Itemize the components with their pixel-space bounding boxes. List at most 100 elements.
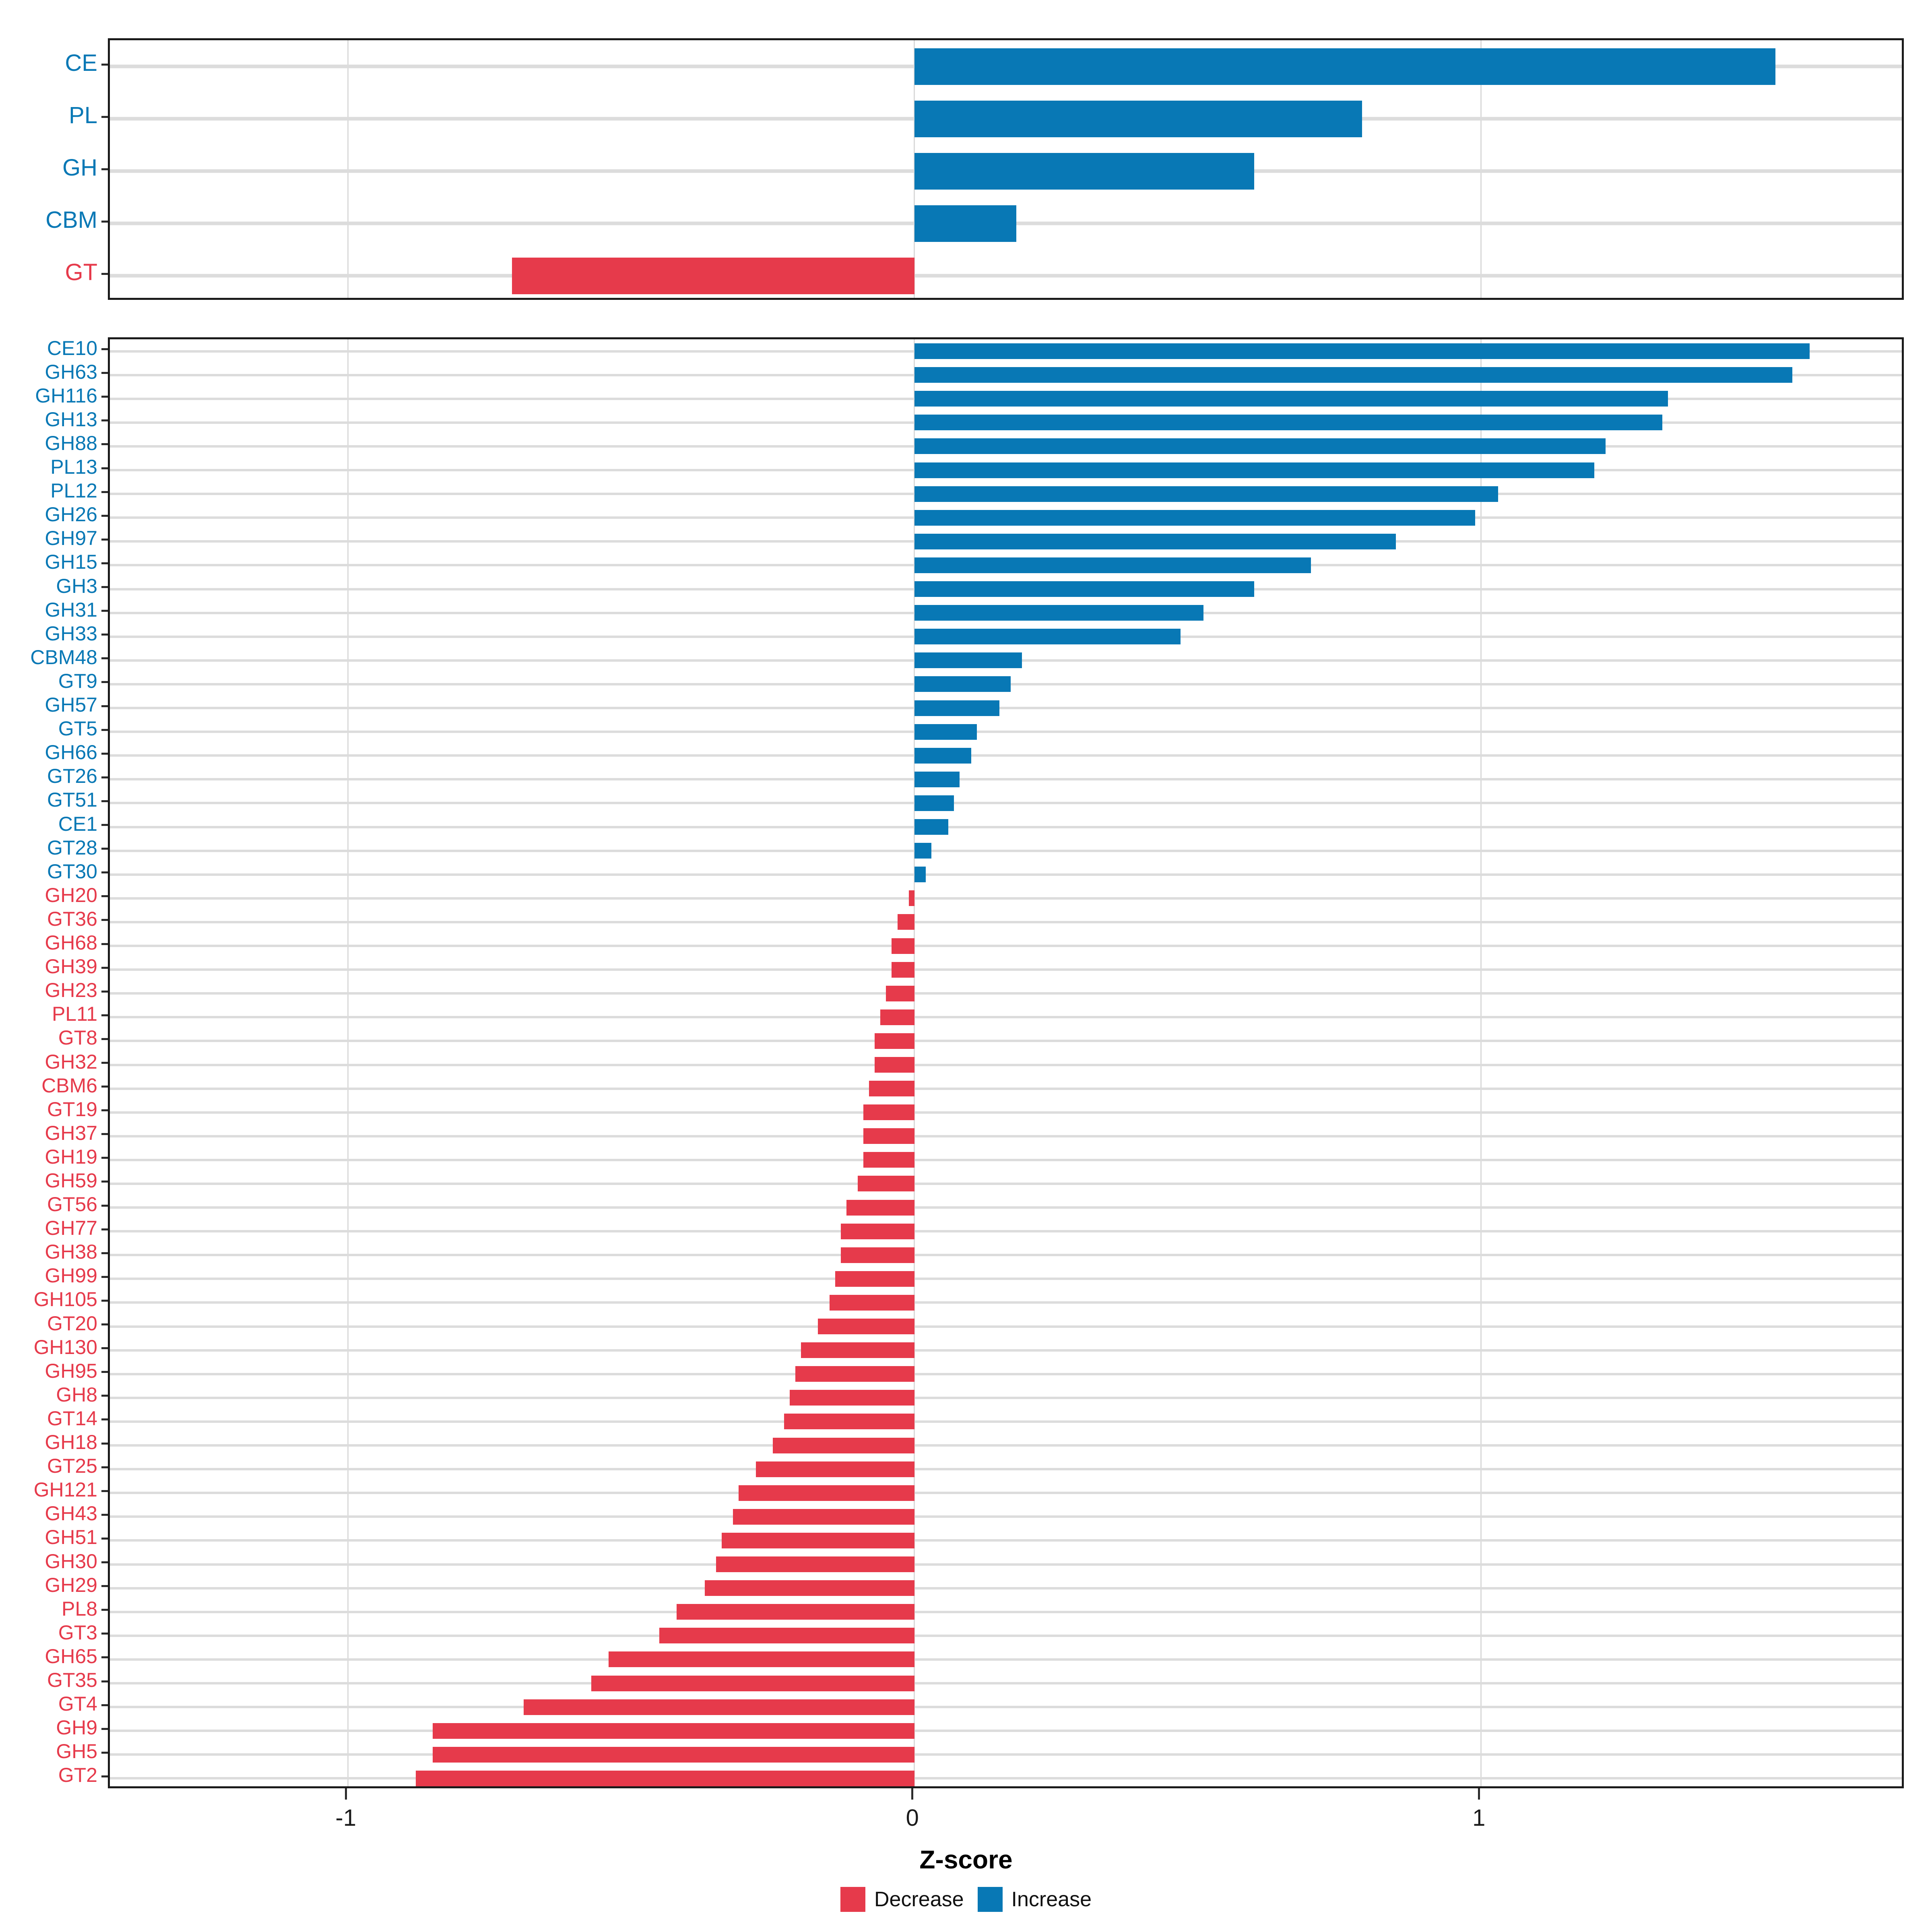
bar[interactable] (914, 343, 1810, 359)
bar[interactable] (914, 48, 1776, 85)
bar[interactable] (790, 1390, 914, 1406)
cazy-family-class-panel (108, 38, 1904, 300)
bar[interactable] (914, 533, 1396, 549)
legend-item-increase[interactable]: Increase (977, 1887, 1092, 1912)
bar[interactable] (914, 652, 1022, 669)
bar[interactable] (914, 724, 977, 740)
y-axis-tick (101, 372, 108, 374)
bar[interactable] (914, 747, 971, 764)
bar[interactable] (523, 1699, 914, 1715)
bar[interactable] (840, 1247, 914, 1263)
y-axis-tick (101, 1704, 108, 1706)
bar[interactable] (676, 1604, 914, 1620)
bar[interactable] (914, 100, 1362, 137)
bar[interactable] (914, 700, 999, 716)
bar[interactable] (914, 462, 1594, 478)
bar[interactable] (875, 1033, 914, 1049)
bar[interactable] (914, 438, 1606, 454)
y-axis-label-GT56: GT56 (47, 1193, 97, 1216)
bar[interactable] (659, 1628, 914, 1644)
bar[interactable] (739, 1485, 914, 1501)
bar[interactable] (755, 1461, 914, 1477)
y-axis-tick (101, 1299, 108, 1302)
horizontal-gridline (110, 1730, 1902, 1732)
bar[interactable] (869, 1081, 914, 1097)
bar[interactable] (914, 605, 1203, 621)
bar[interactable] (863, 1104, 914, 1121)
bar[interactable] (608, 1651, 914, 1668)
bar[interactable] (892, 938, 914, 954)
bar[interactable] (818, 1319, 914, 1335)
bar[interactable] (914, 843, 931, 859)
y-axis-tick (101, 1490, 108, 1492)
bar[interactable] (914, 795, 954, 811)
bar[interactable] (914, 205, 1017, 242)
bar[interactable] (914, 486, 1498, 502)
y-axis-label-GT5: GT5 (58, 717, 97, 740)
bar[interactable] (857, 1176, 914, 1192)
y-axis-tick (101, 1014, 108, 1016)
bar[interactable] (897, 914, 914, 930)
y-axis-tick (101, 1252, 108, 1254)
bar[interactable] (914, 771, 960, 787)
bar[interactable] (914, 510, 1476, 526)
bar[interactable] (733, 1509, 914, 1525)
bar[interactable] (716, 1556, 914, 1573)
horizontal-gridline (110, 707, 1902, 710)
bar[interactable] (772, 1437, 914, 1453)
horizontal-gridline (110, 1373, 1902, 1375)
bar[interactable] (914, 153, 1255, 190)
bar[interactable] (795, 1366, 914, 1382)
bar[interactable] (801, 1342, 914, 1358)
y-axis-tick (101, 1751, 108, 1754)
horizontal-gridline (110, 1777, 1902, 1780)
y-axis-tick (101, 1728, 108, 1730)
bar[interactable] (892, 962, 914, 978)
y-axis-tick (101, 990, 108, 993)
horizontal-gridline (110, 1016, 1902, 1019)
y-axis-tick (101, 116, 108, 118)
bar[interactable] (722, 1532, 914, 1548)
y-axis-tick (101, 657, 108, 660)
bar[interactable] (846, 1199, 914, 1216)
bar[interactable] (914, 867, 926, 883)
y-axis-label-GH38: GH38 (45, 1241, 97, 1263)
bar[interactable] (914, 819, 949, 835)
bar[interactable] (914, 367, 1793, 383)
y-axis-label-GH31: GH31 (45, 598, 97, 621)
bar[interactable] (863, 1128, 914, 1144)
bar[interactable] (416, 1770, 914, 1786)
bar[interactable] (914, 415, 1662, 431)
horizontal-gridline (110, 1158, 1902, 1161)
bar[interactable] (840, 1223, 914, 1239)
bar[interactable] (829, 1294, 914, 1311)
bar[interactable] (914, 676, 1011, 692)
bar[interactable] (835, 1271, 914, 1287)
y-axis-label-GH66: GH66 (45, 741, 97, 764)
bar[interactable] (914, 629, 1181, 645)
bar[interactable] (512, 257, 914, 294)
bar[interactable] (591, 1675, 914, 1691)
y-axis-label-GH51: GH51 (45, 1526, 97, 1549)
legend-item-decrease[interactable]: Decrease (840, 1887, 964, 1912)
bar[interactable] (914, 391, 1668, 407)
bar[interactable] (784, 1414, 914, 1430)
y-axis-label-GH30: GH30 (45, 1550, 97, 1573)
bar[interactable] (886, 985, 914, 1001)
y-axis-tick (101, 752, 108, 755)
bar[interactable] (433, 1723, 914, 1739)
horizontal-gridline (110, 1444, 1902, 1447)
bar[interactable] (880, 1009, 914, 1025)
bar[interactable] (863, 1152, 914, 1168)
y-axis-label-GT26: GT26 (47, 765, 97, 788)
horizontal-gridline (110, 1420, 1902, 1423)
bar[interactable] (914, 557, 1311, 573)
bar[interactable] (914, 581, 1255, 597)
bar[interactable] (433, 1746, 914, 1763)
bar[interactable] (875, 1057, 914, 1073)
bar[interactable] (704, 1580, 914, 1596)
bar[interactable] (908, 890, 914, 906)
y-axis-tick (101, 562, 108, 564)
y-axis-tick (101, 1513, 108, 1516)
y-axis-tick (101, 1181, 108, 1183)
